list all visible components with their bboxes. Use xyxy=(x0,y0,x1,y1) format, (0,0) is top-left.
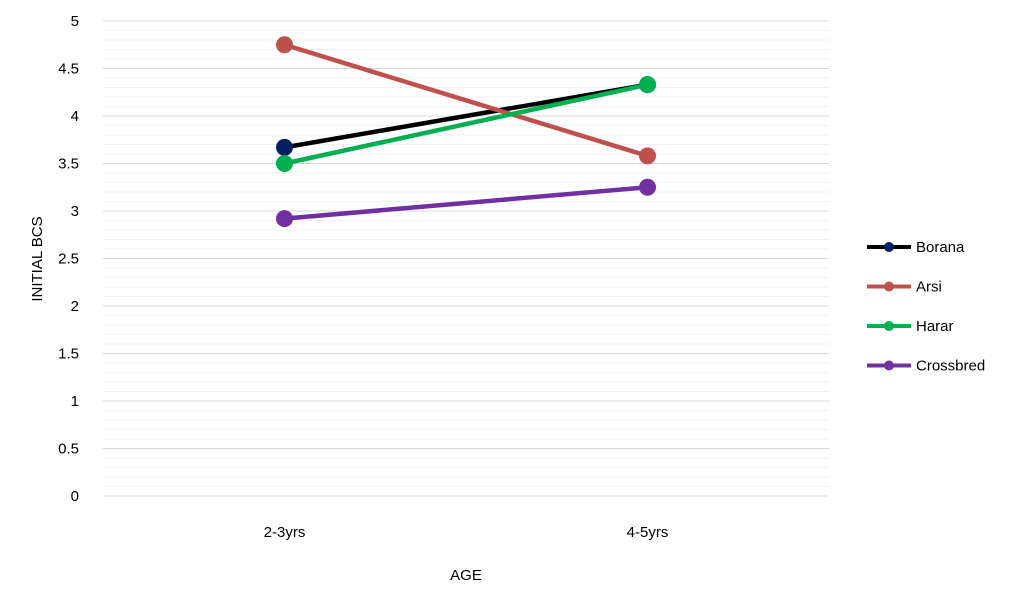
series-line xyxy=(282,42,650,159)
y-tick-label: 2.5 xyxy=(58,251,79,268)
legend-marker xyxy=(884,242,894,252)
series-arsi xyxy=(276,36,656,165)
series-line xyxy=(282,185,650,221)
x-axis-tick-labels: 2-3yrs 4-5yrs xyxy=(264,524,669,541)
y-tick-label: 3 xyxy=(71,203,79,220)
y-tick-label: 2 xyxy=(71,298,79,315)
series-line xyxy=(282,82,650,150)
legend-label: Crossbred xyxy=(916,358,985,375)
data-point xyxy=(276,210,293,228)
legend-marker xyxy=(884,321,894,331)
data-point xyxy=(276,155,293,172)
y-tick-label: 5 xyxy=(71,13,79,30)
series-line xyxy=(282,82,650,166)
legend: Borana Arsi Harar Crossbred xyxy=(867,239,985,375)
y-tick-label: 1.5 xyxy=(58,346,79,363)
legend-marker xyxy=(884,281,894,292)
y-axis-tick-labels: 0 0.5 1 1.5 2 2.5 3 3.5 4 4.5 5 xyxy=(58,13,79,505)
x-axis-title: AGE xyxy=(450,567,482,584)
series-crossbred xyxy=(276,178,656,228)
y-tick-label: 4.5 xyxy=(58,61,79,78)
legend-label: Harar xyxy=(916,318,954,335)
y-tick-label: 0 xyxy=(71,488,79,505)
legend-marker xyxy=(884,360,894,371)
y-tick-label: 0.5 xyxy=(58,441,79,458)
legend-label: Arsi xyxy=(916,279,942,296)
legend-item-arsi: Arsi xyxy=(867,279,942,296)
legend-label: Borana xyxy=(916,239,965,256)
data-point xyxy=(639,76,656,94)
series-lines xyxy=(276,36,656,228)
x-tick-label: 4-5yrs xyxy=(627,524,669,541)
y-tick-label: 1 xyxy=(71,393,79,410)
series-harar xyxy=(276,76,656,172)
legend-item-borana: Borana xyxy=(867,239,965,256)
data-point xyxy=(276,138,293,156)
x-tick-label: 2-3yrs xyxy=(264,524,306,541)
data-point xyxy=(276,36,293,54)
data-point xyxy=(639,147,656,165)
legend-item-crossbred: Crossbred xyxy=(867,358,985,375)
gridlines xyxy=(103,20,829,497)
data-point xyxy=(639,178,656,196)
y-axis-title: INITIAL BCS xyxy=(29,216,46,301)
y-tick-label: 3.5 xyxy=(58,156,79,173)
y-tick-label: 4 xyxy=(71,108,79,125)
legend-item-harar: Harar xyxy=(867,318,954,335)
